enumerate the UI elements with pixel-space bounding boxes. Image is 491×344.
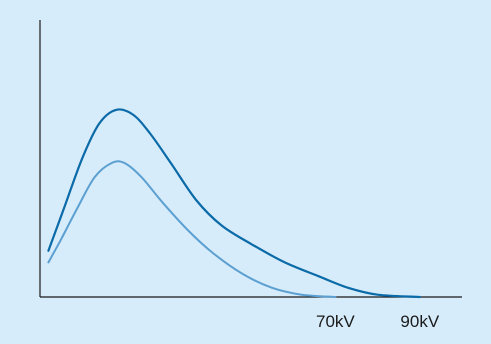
x-tick-label-70kV: 70kV: [316, 312, 355, 331]
x-tick-label-90kV: 90kV: [400, 312, 439, 331]
series-line-70kV: [47, 160, 337, 298]
series-layer: [47, 108, 421, 299]
tick-label-layer: 70kV 90kV: [316, 312, 440, 331]
series-line-90kV: [47, 108, 421, 299]
